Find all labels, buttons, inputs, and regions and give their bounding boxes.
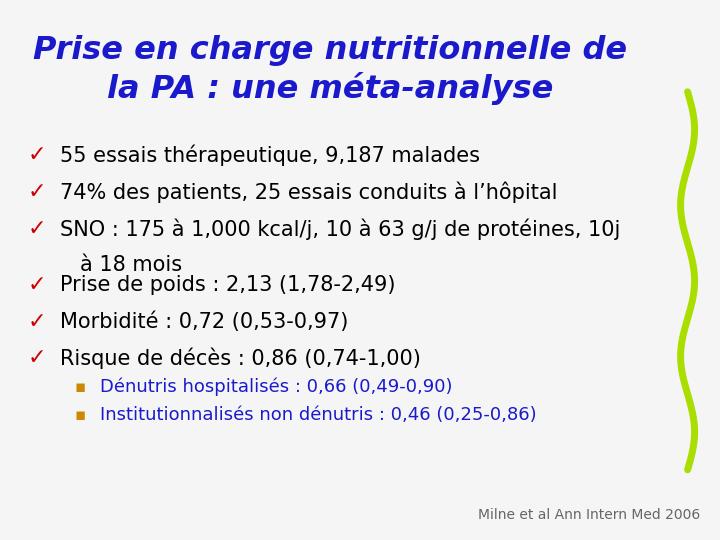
Text: Risque de décès : 0,86 (0,74-1,00): Risque de décès : 0,86 (0,74-1,00) (60, 347, 421, 369)
Text: ▪: ▪ (75, 406, 86, 424)
Text: ✓: ✓ (28, 219, 47, 239)
Text: la PA : une méta-analyse: la PA : une méta-analyse (107, 72, 553, 105)
Text: ✓: ✓ (28, 275, 47, 295)
Text: ▪: ▪ (75, 378, 86, 396)
Text: Morbidité : 0,72 (0,53-0,97): Morbidité : 0,72 (0,53-0,97) (60, 312, 348, 332)
Text: Milne et al Ann Intern Med 2006: Milne et al Ann Intern Med 2006 (478, 508, 700, 522)
Text: Dénutris hospitalisés : 0,66 (0,49-0,90): Dénutris hospitalisés : 0,66 (0,49-0,90) (100, 378, 452, 396)
Text: ✓: ✓ (28, 145, 47, 165)
Text: à 18 mois: à 18 mois (80, 255, 182, 275)
Text: 55 essais thérapeutique, 9,187 malades: 55 essais thérapeutique, 9,187 malades (60, 144, 480, 166)
Text: ✓: ✓ (28, 182, 47, 202)
Text: Institutionnalisés non dénutris : 0,46 (0,25-0,86): Institutionnalisés non dénutris : 0,46 (… (100, 406, 536, 424)
Text: Prise de poids : 2,13 (1,78-2,49): Prise de poids : 2,13 (1,78-2,49) (60, 275, 395, 295)
Text: ✓: ✓ (28, 348, 47, 368)
Text: 74% des patients, 25 essais conduits à l’hôpital: 74% des patients, 25 essais conduits à l… (60, 181, 557, 202)
Text: ✓: ✓ (28, 312, 47, 332)
Text: Prise en charge nutritionnelle de: Prise en charge nutritionnelle de (33, 35, 627, 66)
Text: SNO : 175 à 1,000 kcal/j, 10 à 63 g/j de protéines, 10j: SNO : 175 à 1,000 kcal/j, 10 à 63 g/j de… (60, 218, 621, 240)
